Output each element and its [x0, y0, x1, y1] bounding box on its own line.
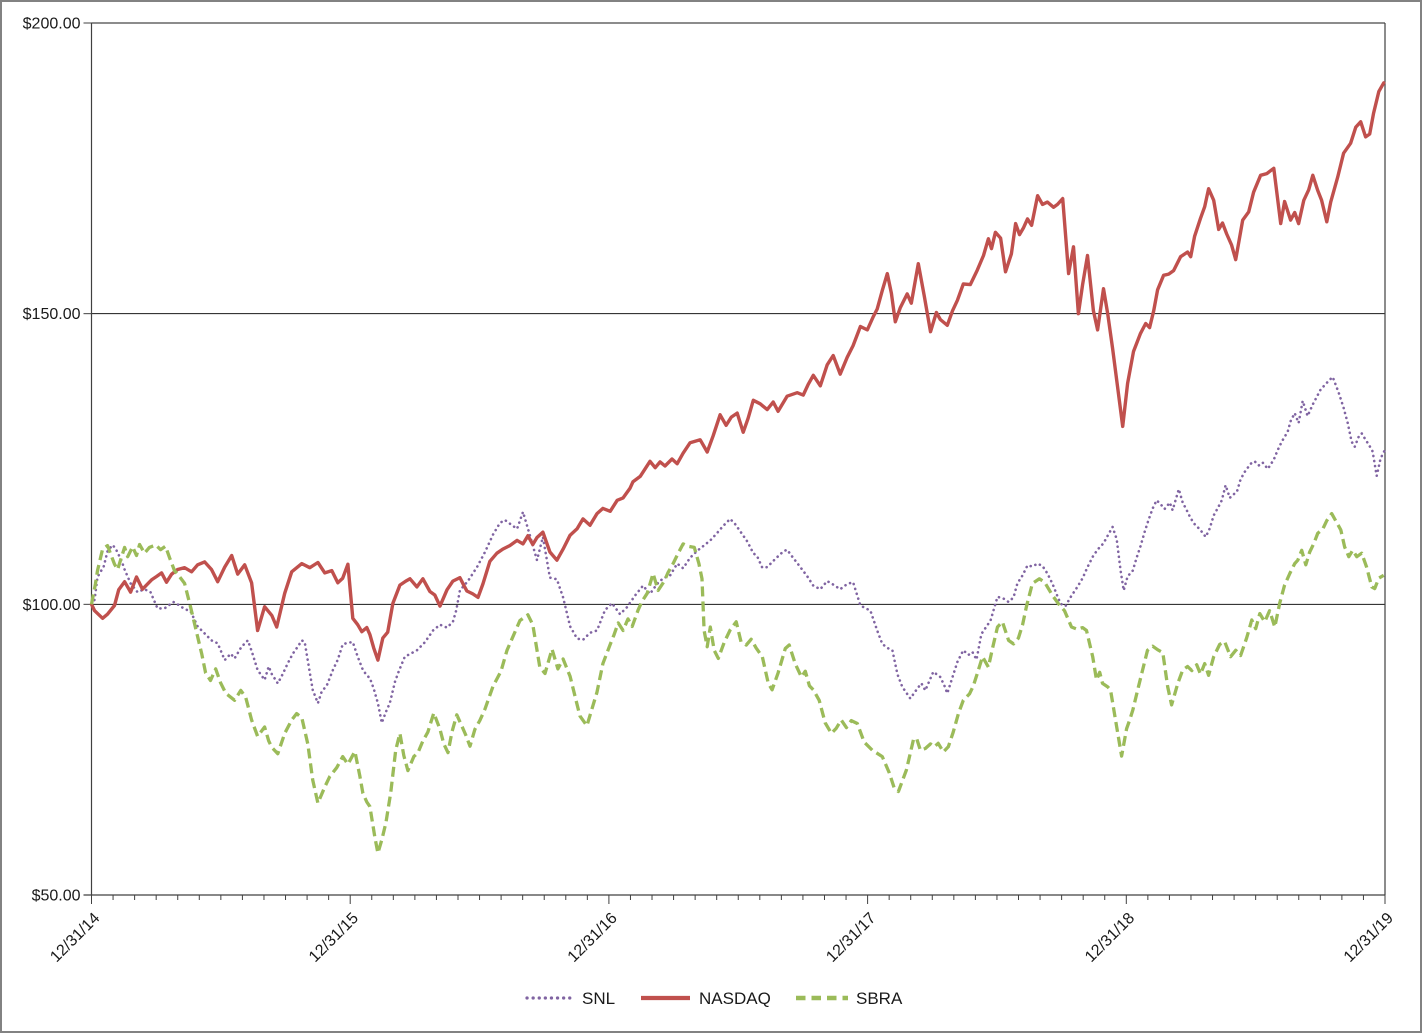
y-tick-label: $50.00 [32, 888, 81, 905]
snl-legend-label: SNL [582, 989, 615, 1008]
snl-series-line [90, 375, 1386, 725]
series-lines [89, 81, 1386, 855]
y-tick-label: $100.00 [23, 597, 81, 614]
legend-item-nasdaq: NASDAQ [641, 989, 771, 1008]
y-tick-label: $200.00 [23, 16, 81, 33]
y-axis-labels: $50.00 $100.00 $150.00 $200.00 [23, 16, 81, 905]
nasdaq-legend-label: NASDAQ [699, 989, 771, 1008]
sbra-series-line [89, 511, 1385, 855]
sbra-legend-label: SBRA [856, 989, 903, 1008]
legend: SNL NASDAQ SBRA [525, 989, 903, 1008]
legend-item-sbra: SBRA [796, 989, 903, 1008]
legend-item-snl: SNL [525, 989, 615, 1008]
nasdaq-series-line [89, 81, 1386, 662]
axes [83, 23, 1386, 896]
y-tick-label: $150.00 [23, 306, 81, 323]
axis-ticks [83, 22, 1386, 904]
gridlines [91, 22, 1385, 605]
